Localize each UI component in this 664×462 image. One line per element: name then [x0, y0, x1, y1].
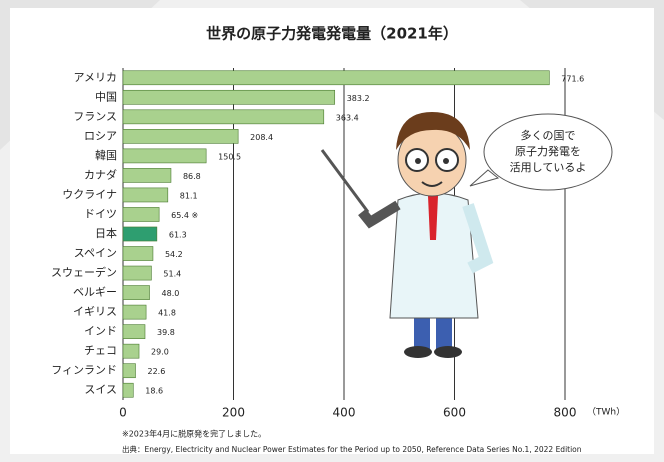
- y-tick-label: フランス: [73, 110, 117, 123]
- bar: [123, 90, 335, 104]
- shoe: [434, 346, 462, 358]
- bar: [123, 71, 549, 85]
- eye: [415, 158, 421, 164]
- y-tick-label: 日本: [95, 226, 117, 240]
- data-label: 86.8: [183, 172, 201, 181]
- y-tick-label: ドイツ: [84, 207, 117, 220]
- y-tick-label: カナダ: [84, 167, 117, 181]
- bar: [123, 129, 238, 143]
- y-tick-label: スウェーデン: [51, 265, 117, 279]
- x-tick-label: 0: [119, 406, 127, 420]
- data-label: 383.2: [347, 94, 370, 103]
- chart-title: 世界の原子力発電発電量（2021年）: [206, 25, 458, 43]
- data-label: 51.4: [163, 270, 181, 279]
- bar: [123, 246, 153, 260]
- speech-text: 活用しているよ: [510, 161, 587, 174]
- bar: [123, 227, 157, 241]
- data-label: 39.8: [157, 328, 175, 337]
- y-tick-label: イギリス: [73, 305, 117, 318]
- bar: [123, 383, 133, 397]
- data-label: 61.3: [169, 231, 187, 240]
- x-tick-label: 200: [222, 406, 245, 420]
- y-tick-label: スイス: [84, 383, 117, 396]
- speech-text: 多くの国で: [521, 128, 576, 142]
- data-label: 22.6: [147, 367, 165, 376]
- source: 出典：Energy, Electricity and Nuclear Power…: [122, 444, 582, 454]
- y-tick-label: ロシア: [84, 129, 117, 142]
- y-tick-label: チェコ: [84, 344, 117, 357]
- data-label: 41.8: [158, 309, 176, 318]
- x-tick-label: 800: [554, 406, 577, 420]
- bar: [123, 110, 324, 124]
- x-unit: （TWh）: [587, 407, 625, 418]
- bar: [123, 168, 171, 182]
- footnote: ※2023年4月に脱原発を完了しました。: [122, 429, 266, 439]
- data-label: 54.2: [165, 250, 183, 259]
- y-tick-label: スペイン: [74, 247, 117, 260]
- x-tick-label: 600: [443, 406, 466, 420]
- eye: [443, 158, 449, 164]
- bar: [123, 207, 159, 221]
- bar: [123, 364, 135, 378]
- data-label: 771.6: [561, 74, 584, 83]
- data-label: 363.4: [336, 113, 359, 122]
- y-tick-label: 韓国: [95, 149, 117, 162]
- data-label: 208.4: [250, 133, 273, 142]
- data-label: 81.1: [180, 191, 198, 200]
- bar: [123, 188, 168, 202]
- y-tick-label: ウクライナ: [62, 188, 117, 201]
- bar: [123, 149, 206, 163]
- shoe: [404, 346, 432, 358]
- bar: [123, 286, 150, 300]
- data-label: 65.4 ※: [171, 211, 198, 220]
- speech-text: 原子力発電を: [515, 144, 581, 158]
- y-tick-label: インド: [84, 325, 117, 338]
- data-label: 48.0: [162, 289, 180, 298]
- y-tick-label: フィンランド: [51, 364, 117, 377]
- x-tick-label: 400: [333, 406, 356, 420]
- y-tick-label: 中国: [95, 90, 117, 103]
- bar: [123, 344, 139, 358]
- chart: 世界の原子力発電発電量（2021年） 0 200 400 600 800 （TWh） アメリ…: [0, 0, 664, 462]
- bar: [123, 266, 151, 280]
- y-tick-label: ベルギー: [73, 286, 117, 299]
- data-label: 150.5: [218, 152, 241, 161]
- bar: [123, 305, 146, 319]
- y-tick-label: アメリカ: [74, 71, 117, 84]
- data-label: 29.0: [151, 348, 169, 357]
- data-label: 18.6: [145, 387, 163, 396]
- bar: [123, 325, 145, 339]
